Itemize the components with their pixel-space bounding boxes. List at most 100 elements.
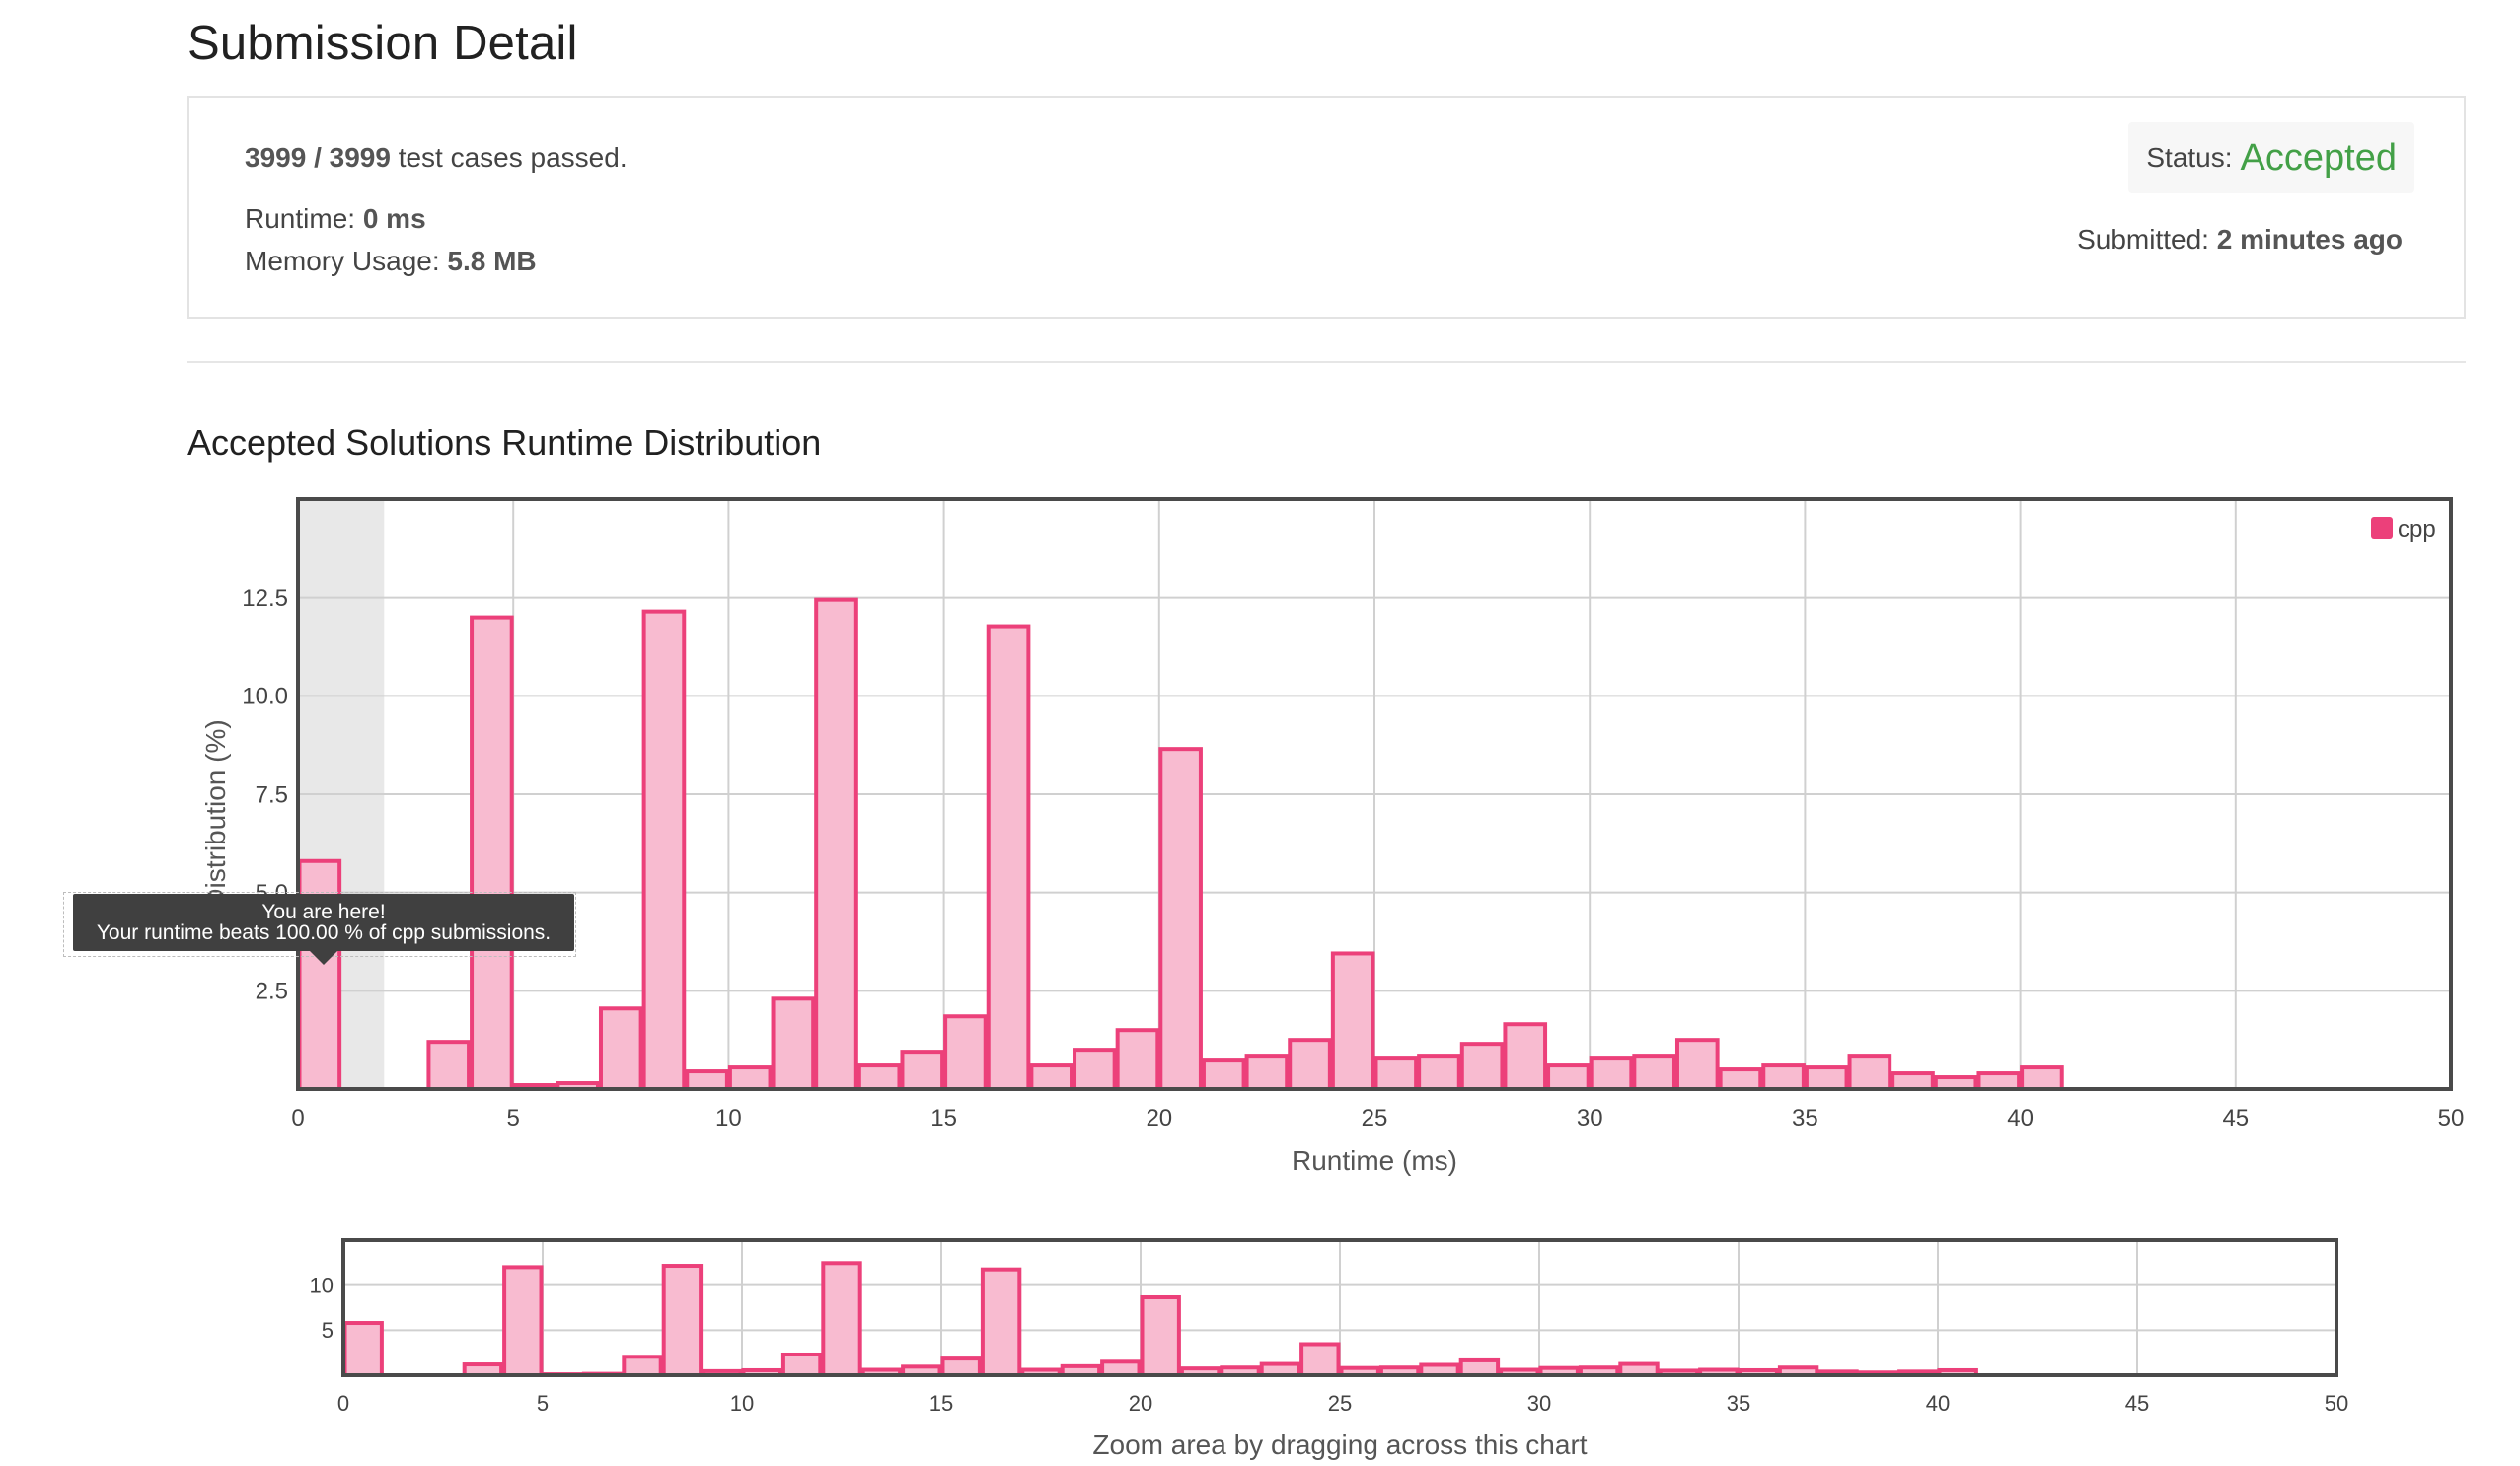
histogram-bar[interactable] xyxy=(1632,1054,1676,1091)
x-tick-label: 30 xyxy=(1577,1105,1603,1132)
x-tick-label: 45 xyxy=(2222,1105,2249,1132)
status-box: Status: Accepted xyxy=(2128,122,2414,193)
histogram-bar[interactable] xyxy=(1847,1054,1892,1091)
submission-summary-card: 3999 / 3999 test cases passed. Runtime: … xyxy=(187,96,2466,319)
histogram-bar[interactable] xyxy=(1718,1067,1763,1091)
runtime-label: Runtime: xyxy=(245,203,356,234)
histogram-bar[interactable] xyxy=(856,1063,902,1091)
navigator-y-ticks: 5 10 xyxy=(310,1273,334,1343)
divider xyxy=(187,361,2466,363)
x-tick-label: 10 xyxy=(715,1105,742,1132)
x-tick-label: 50 xyxy=(2438,1105,2465,1132)
status-badge[interactable]: Accepted xyxy=(2240,136,2397,179)
x-tick-label: 0 xyxy=(337,1391,349,1416)
page-title: Submission Detail xyxy=(187,17,578,70)
histogram-bar[interactable] xyxy=(943,1014,988,1092)
x-tick-label: 50 xyxy=(2325,1391,2348,1416)
zoom-hint-label: Zoom area by dragging across this chart xyxy=(1092,1429,1587,1460)
x-tick-label: 20 xyxy=(1129,1391,1152,1416)
x-tick-label: 30 xyxy=(1527,1391,1551,1416)
x-tick-label: 25 xyxy=(1362,1105,1388,1132)
x-tick-label: 15 xyxy=(930,1105,957,1132)
runtime-value: 0 ms xyxy=(362,203,426,234)
histogram-bar[interactable] xyxy=(1244,1054,1290,1091)
histogram-bar[interactable] xyxy=(1330,951,1375,1092)
runtime-line: Runtime: 0 ms xyxy=(245,203,426,235)
histogram-bar[interactable] xyxy=(814,597,858,1091)
histogram-bar[interactable] xyxy=(771,996,816,1091)
histogram-bar[interactable] xyxy=(1288,1038,1332,1091)
main-chart-y-ticks: 2.55.07.510.012.5 xyxy=(242,585,288,1005)
histogram-bar[interactable] xyxy=(1417,1054,1461,1091)
submitted-line: Submitted: 2 minutes ago xyxy=(2077,224,2403,256)
histogram-bar[interactable] xyxy=(1546,1063,1591,1091)
x-axis-label: Runtime (ms) xyxy=(1292,1145,1457,1176)
histogram-bar[interactable] xyxy=(986,624,1031,1091)
navigator-x-ticks: 0 5 10 15 20 25 30 35 40 45 50 xyxy=(337,1391,2348,1416)
main-chart-bars xyxy=(297,597,2064,1092)
tests-passed-line: 3999 / 3999 test cases passed. xyxy=(245,142,628,174)
x-tick-label: 0 xyxy=(291,1105,304,1132)
x-tick-label: 10 xyxy=(730,1391,754,1416)
histogram-bar[interactable] xyxy=(1459,1042,1505,1091)
histogram-bar[interactable] xyxy=(1503,1022,1548,1091)
main-chart-frame xyxy=(296,497,2453,1091)
y-tick-label: 10.0 xyxy=(242,684,288,710)
histogram-bar[interactable] xyxy=(598,1006,643,1091)
histogram-bar[interactable] xyxy=(2020,1065,2064,1092)
histogram-bar[interactable] xyxy=(1201,1058,1246,1091)
x-tick-label: 35 xyxy=(1727,1391,1750,1416)
runtime-tooltip: You are here! Your runtime beats 100.00 … xyxy=(73,894,574,965)
histogram-bar[interactable] xyxy=(821,1261,862,1378)
memory-value: 5.8 MB xyxy=(447,246,537,276)
histogram-bar[interactable] xyxy=(727,1065,773,1092)
y-tick-label: 2.5 xyxy=(256,979,288,1005)
histogram-bar[interactable] xyxy=(1589,1056,1634,1092)
histogram-bar[interactable] xyxy=(1029,1063,1075,1091)
x-tick-label: 40 xyxy=(2007,1105,2034,1132)
histogram-bar[interactable] xyxy=(1674,1038,1720,1091)
histogram-bar[interactable] xyxy=(900,1050,945,1092)
status-label: Status: xyxy=(2146,142,2233,173)
memory-label: Memory Usage: xyxy=(245,246,440,276)
tests-passed-suffix: test cases passed. xyxy=(398,142,628,173)
tooltip-title: You are here! xyxy=(261,901,386,923)
x-tick-label: 20 xyxy=(1146,1105,1172,1132)
histogram-bar[interactable] xyxy=(470,615,514,1091)
submitted-label: Submitted: xyxy=(2077,224,2209,255)
histogram-bar[interactable] xyxy=(1073,1048,1117,1091)
y-tick-label: 7.5 xyxy=(256,781,288,808)
section-title: Accepted Solutions Runtime Distribution xyxy=(187,422,822,463)
main-chart-x-ticks: 0 5 10 15 20 25 30 35 40 45 50 xyxy=(291,1105,2464,1132)
histogram-bar[interactable] xyxy=(1761,1063,1806,1091)
histogram-bar[interactable] xyxy=(1804,1065,1849,1092)
x-tick-label: 25 xyxy=(1328,1391,1352,1416)
x-tick-label: 45 xyxy=(2125,1391,2149,1416)
histogram-bar[interactable] xyxy=(1890,1071,1935,1092)
memory-line: Memory Usage: 5.8 MB xyxy=(245,246,537,277)
legend-swatch-icon xyxy=(2371,517,2393,539)
y-tick-label: 5 xyxy=(322,1318,334,1343)
histogram-bar[interactable] xyxy=(685,1069,729,1092)
legend-label[interactable]: cpp xyxy=(2398,516,2436,543)
histogram-bar[interactable] xyxy=(1158,747,1203,1091)
legend[interactable]: cpp xyxy=(2371,516,2436,543)
y-tick-label: 10 xyxy=(310,1273,334,1297)
navigator-frame xyxy=(341,1238,2338,1377)
tooltip-arrow-icon xyxy=(310,951,337,965)
tests-passed-count: 3999 / 3999 xyxy=(245,142,391,173)
x-tick-label: 5 xyxy=(537,1391,549,1416)
zoom-navigator-chart[interactable]: 0 5 10 15 20 25 30 35 40 45 50 5 10 Zoom area by dr… xyxy=(310,1238,2349,1460)
histogram-bar[interactable] xyxy=(1976,1071,2022,1092)
histogram-bar[interactable] xyxy=(1115,1028,1160,1091)
histogram-bar[interactable] xyxy=(641,609,687,1091)
histogram-bar[interactable] xyxy=(426,1040,472,1092)
x-tick-label: 40 xyxy=(1926,1391,1950,1416)
histogram-bar[interactable] xyxy=(1373,1056,1419,1092)
submitted-value: 2 minutes ago xyxy=(2216,224,2403,255)
y-tick-label: 12.5 xyxy=(242,585,288,612)
x-tick-label: 15 xyxy=(929,1391,953,1416)
